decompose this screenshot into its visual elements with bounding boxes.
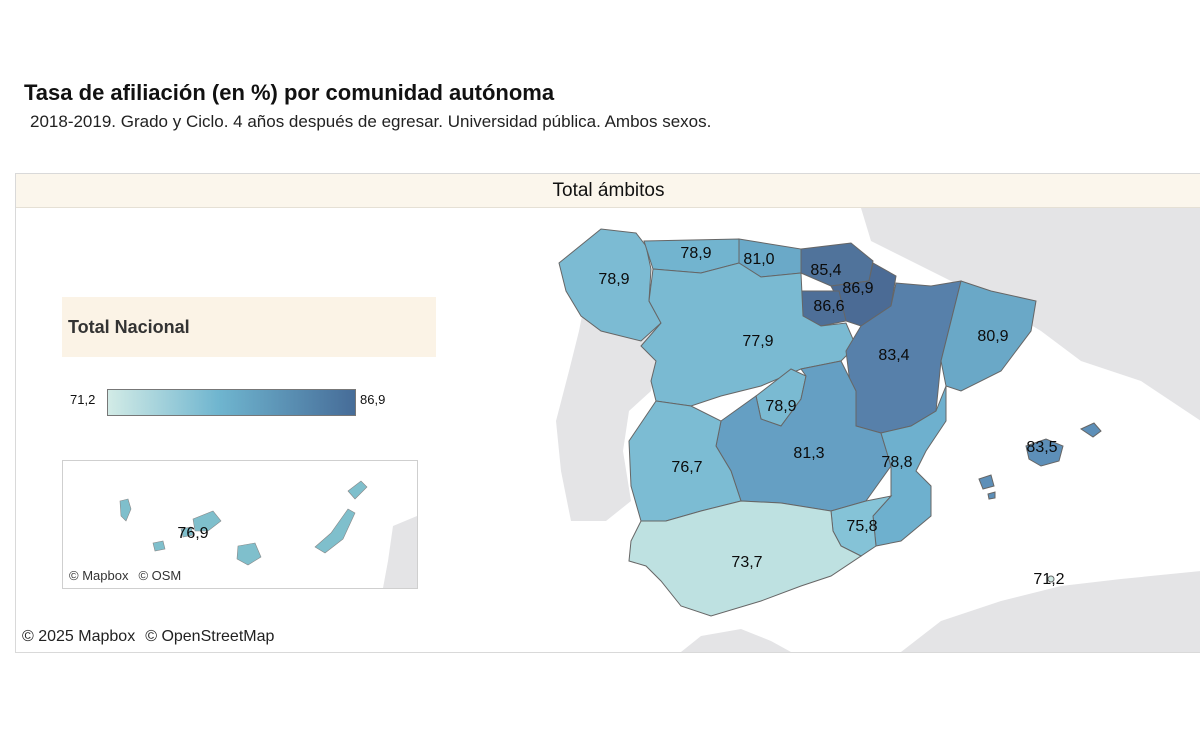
region-extremadura <box>628 400 742 522</box>
portugal-land <box>556 296 661 521</box>
region-baleares-formentera <box>987 491 996 500</box>
panel-header: Total ámbitos <box>16 174 1200 208</box>
canarias-inset-map[interactable]: 76,9 © Mapbox © OSM <box>62 460 418 589</box>
label-valencia: 78,8 <box>881 454 913 471</box>
region-andalucia <box>628 500 862 617</box>
island-tenerife <box>192 510 222 532</box>
label-cantabria: 81,0 <box>743 251 775 268</box>
label-extremadura: 76,7 <box>671 459 703 476</box>
region-baleares-mallorca <box>1025 438 1064 467</box>
label-galicia: 78,9 <box>598 271 630 288</box>
legend-min-label: 71,2 <box>70 392 96 407</box>
legend-title-box <box>62 297 436 357</box>
island-el-hierro <box>152 540 166 552</box>
label-castilla-la-mancha: 81,3 <box>793 445 825 462</box>
label-madrid: 78,9 <box>765 398 797 415</box>
label-baleares: 83,5 <box>1026 439 1058 456</box>
map-title: Tasa de afiliación (en %) por comunidad … <box>24 80 555 105</box>
label-asturias: 78,9 <box>680 245 712 262</box>
map-attribution[interactable]: © 2025 Mapbox © OpenStreetMap <box>22 628 284 646</box>
map-subtitle: 2018-2019. Grado y Ciclo. 4 años después… <box>30 112 712 131</box>
legend-color-scale <box>107 389 356 416</box>
legend-max-label: 86,9 <box>360 392 386 407</box>
canarias-map <box>119 480 417 588</box>
island-fuerteventura <box>314 508 356 554</box>
island-lanzarote <box>347 480 368 500</box>
island-gran-canaria <box>236 542 262 566</box>
label-ceuta-melilla: 71,2 <box>1033 571 1065 588</box>
inset-attribution-mapbox[interactable]: © Mapbox <box>69 568 129 583</box>
region-baleares-menorca <box>1079 422 1102 438</box>
inset-attribution[interactable]: © Mapbox © OSM <box>69 568 191 583</box>
label-canarias: 76,9 <box>177 525 209 542</box>
label-la-rioja: 86,6 <box>813 298 845 315</box>
label-castilla-leon: 77,9 <box>742 333 774 350</box>
attribution-osm[interactable]: © OpenStreetMap <box>145 628 275 645</box>
region-melilla <box>1047 575 1055 583</box>
africa-land <box>901 571 1200 652</box>
island-gomera <box>180 526 194 538</box>
attribution-mapbox[interactable]: © 2025 Mapbox <box>22 628 136 645</box>
spain-map[interactable] <box>16 208 1200 652</box>
island-la-palma <box>119 498 132 522</box>
region-baleares-ibiza <box>978 474 995 490</box>
label-navarra: 86,9 <box>842 280 874 297</box>
label-andalucia: 73,7 <box>731 554 763 571</box>
label-cataluna: 80,9 <box>977 328 1009 345</box>
inset-attribution-osm[interactable]: © OSM <box>138 568 182 583</box>
label-murcia: 75,8 <box>846 518 878 535</box>
label-pais-vasco: 85,4 <box>810 262 842 279</box>
africa-west-land <box>681 629 791 652</box>
label-aragon: 83,4 <box>878 347 910 364</box>
region-cataluna <box>940 280 1037 392</box>
canarias-west-land <box>383 516 417 588</box>
legend-title: Total Nacional <box>68 317 190 337</box>
